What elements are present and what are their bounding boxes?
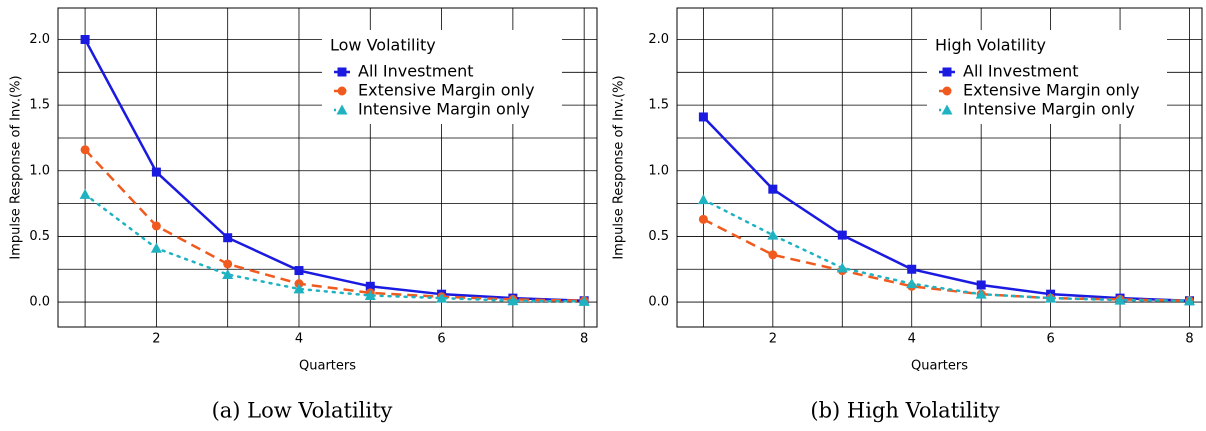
y-tick-label: 0.0 [29, 295, 50, 310]
marker [1114, 294, 1126, 305]
x-tick-label: 8 [580, 332, 588, 347]
marker [79, 188, 91, 199]
marker [836, 262, 848, 273]
marker [768, 184, 778, 194]
legend-label: Extensive Margin only [963, 81, 1140, 100]
legend-marker [336, 104, 348, 115]
marker [698, 214, 708, 224]
plot-frame [676, 7, 1203, 328]
marker [837, 230, 847, 240]
marker [80, 35, 90, 45]
marker [767, 229, 779, 240]
marker [364, 289, 376, 300]
legend-label: Intensive Margin only [358, 100, 530, 119]
plot-frame [57, 7, 598, 328]
y-tick-label: 0.0 [648, 295, 669, 310]
legend-marker [337, 67, 347, 77]
legend-marker [941, 104, 953, 115]
marker [697, 194, 709, 205]
marker [80, 145, 90, 155]
legend-label: Extensive Margin only [358, 81, 535, 100]
marker [1184, 295, 1195, 306]
x-tick-label: 6 [437, 332, 445, 347]
y-tick-label: 1.5 [29, 98, 50, 113]
legend-label: All Investment [963, 62, 1079, 81]
series-line [702, 218, 1190, 302]
x-tick-label: 8 [1185, 332, 1193, 347]
y-tick-label: 2.0 [29, 32, 50, 47]
marker [223, 233, 233, 243]
marker [768, 250, 778, 260]
legend-title: High Volatility [935, 36, 1046, 55]
series-line [83, 38, 585, 302]
marker [507, 295, 519, 306]
series-line [84, 148, 585, 302]
legend-box [927, 30, 1167, 124]
marker [223, 259, 233, 269]
marker [436, 292, 448, 303]
legend-label: Intensive Margin only [963, 100, 1135, 119]
legend-label: All Investment [358, 62, 474, 81]
marker [365, 281, 375, 291]
y-tick-label: 2.0 [648, 32, 669, 47]
y-tick-label: 1.0 [29, 163, 50, 178]
x-tick-label: 4 [295, 332, 303, 347]
marker [150, 242, 162, 253]
series-line [702, 116, 1190, 302]
legend-title: Low Volatility [330, 36, 436, 55]
caption: (b) High Volatility [810, 399, 999, 423]
marker [975, 288, 987, 299]
series-line [83, 193, 586, 303]
marker [293, 283, 305, 294]
x-tick-label: 2 [769, 332, 777, 347]
marker [906, 278, 918, 289]
x-axis-label: Quarters [299, 359, 356, 374]
x-tick-label: 4 [908, 332, 916, 347]
x-tick-label: 2 [152, 332, 160, 347]
marker [907, 264, 917, 274]
marker [976, 280, 986, 290]
legend-marker [942, 86, 952, 96]
marker [294, 266, 304, 276]
y-tick-label: 1.5 [648, 98, 669, 113]
marker [698, 112, 708, 122]
y-axis-label: Impulse Response of Inv.(%) [612, 75, 627, 259]
marker [222, 268, 234, 279]
y-tick-label: 1.0 [648, 163, 669, 178]
series-line [702, 198, 1191, 302]
x-axis-label: Quarters [911, 359, 968, 374]
legend-marker [942, 67, 952, 77]
x-tick-label: 6 [1046, 332, 1054, 347]
marker [151, 167, 161, 177]
y-axis-label: Impulse Response of Inv.(%) [9, 75, 24, 259]
marker [151, 221, 161, 231]
legend-marker [337, 86, 347, 96]
marker [578, 295, 590, 306]
y-tick-label: 0.5 [29, 229, 50, 244]
y-tick-label: 0.5 [648, 229, 669, 244]
marker [1045, 292, 1057, 303]
caption: (a) Low Volatility [212, 399, 393, 423]
legend-box [322, 30, 562, 124]
